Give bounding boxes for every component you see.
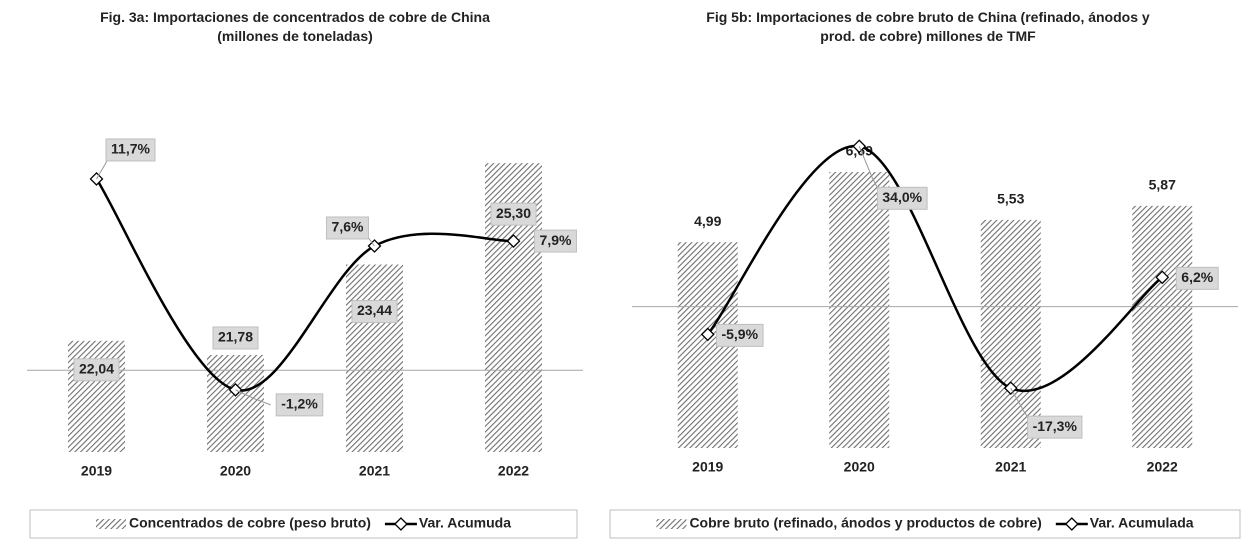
bar xyxy=(829,172,890,448)
line-value-label: 11,7% xyxy=(111,141,150,157)
legend-swatch-marker xyxy=(394,517,408,531)
line-value-label: 6,2% xyxy=(1181,269,1213,285)
bar-value-label-box xyxy=(73,358,120,382)
line-value-label: -1,2% xyxy=(281,396,318,412)
bar-value-label-box xyxy=(351,300,398,324)
line-value-label-box xyxy=(275,393,324,417)
x-tick-label: 2022 xyxy=(1147,459,1178,475)
bar-value-label: 5,53 xyxy=(997,191,1024,207)
chart-title: Fig. 3a: Importaciones de concentrados d… xyxy=(100,9,490,44)
line xyxy=(95,178,514,392)
line-value-label: 34,0% xyxy=(882,189,922,205)
legend-label: Concentrados de cobre (peso bruto) xyxy=(129,515,371,531)
chart-title: Fig 5b: Importaciones de cobre bruto de … xyxy=(706,9,1150,44)
bar-value-label-box xyxy=(212,326,259,350)
x-tick-label: 2020 xyxy=(844,459,875,475)
bar-value-label-box xyxy=(490,202,537,226)
line-value-label: -17,3% xyxy=(1033,418,1078,434)
legend-label: Var. Acumulada xyxy=(1090,515,1194,531)
leader-line xyxy=(235,389,271,406)
bar-value-label: 5,87 xyxy=(1149,177,1176,193)
bar-value-label: 21,78 xyxy=(218,329,253,345)
legend-box xyxy=(609,509,1241,539)
bar xyxy=(68,340,125,452)
x-tick-label: 2021 xyxy=(359,463,390,479)
line-marker xyxy=(700,327,715,342)
legend: Concentrados de cobre (peso bruto) Var. A… xyxy=(96,515,511,531)
line-value-label-box xyxy=(715,323,764,347)
legend-swatch xyxy=(656,519,687,529)
line-value-label-box xyxy=(105,138,156,162)
line-marker xyxy=(1155,270,1170,285)
line-value-label-box xyxy=(534,229,577,253)
legend-label: Var. Acumuda xyxy=(419,515,511,531)
line xyxy=(706,145,1163,393)
line-marker xyxy=(506,234,521,249)
line-value-label-box xyxy=(1027,415,1083,439)
bar-value-label: 22,04 xyxy=(79,361,114,377)
bar-value-label: 23,44 xyxy=(357,302,392,318)
line-value-label-box xyxy=(326,216,369,240)
line-value-label: 7,9% xyxy=(540,232,572,248)
line-value-label-box xyxy=(876,186,928,210)
x-tick-label: 2019 xyxy=(692,459,723,475)
bar xyxy=(346,264,403,452)
legend-swatch xyxy=(96,519,126,529)
bar-value-label: 4,99 xyxy=(694,213,721,229)
bar-value-label: 25,30 xyxy=(496,205,531,221)
bar xyxy=(1132,205,1193,448)
line-value-label-box xyxy=(1175,266,1219,290)
x-tick-label: 2022 xyxy=(498,463,529,479)
bar xyxy=(207,354,264,452)
line-value-label: -5,9% xyxy=(721,326,758,342)
legend: Cobre bruto (refinado, ánodos y producto… xyxy=(656,515,1194,531)
bar xyxy=(980,219,1041,448)
legend-swatch-marker xyxy=(1064,517,1079,531)
x-tick-label: 2020 xyxy=(220,463,251,479)
line-value-label: 7,6% xyxy=(332,219,364,235)
x-tick-label: 2021 xyxy=(995,459,1026,475)
legend-box xyxy=(29,509,578,539)
legend-label: Cobre bruto (refinado, ánodos y producto… xyxy=(689,515,1041,531)
x-tick-label: 2019 xyxy=(81,463,112,479)
